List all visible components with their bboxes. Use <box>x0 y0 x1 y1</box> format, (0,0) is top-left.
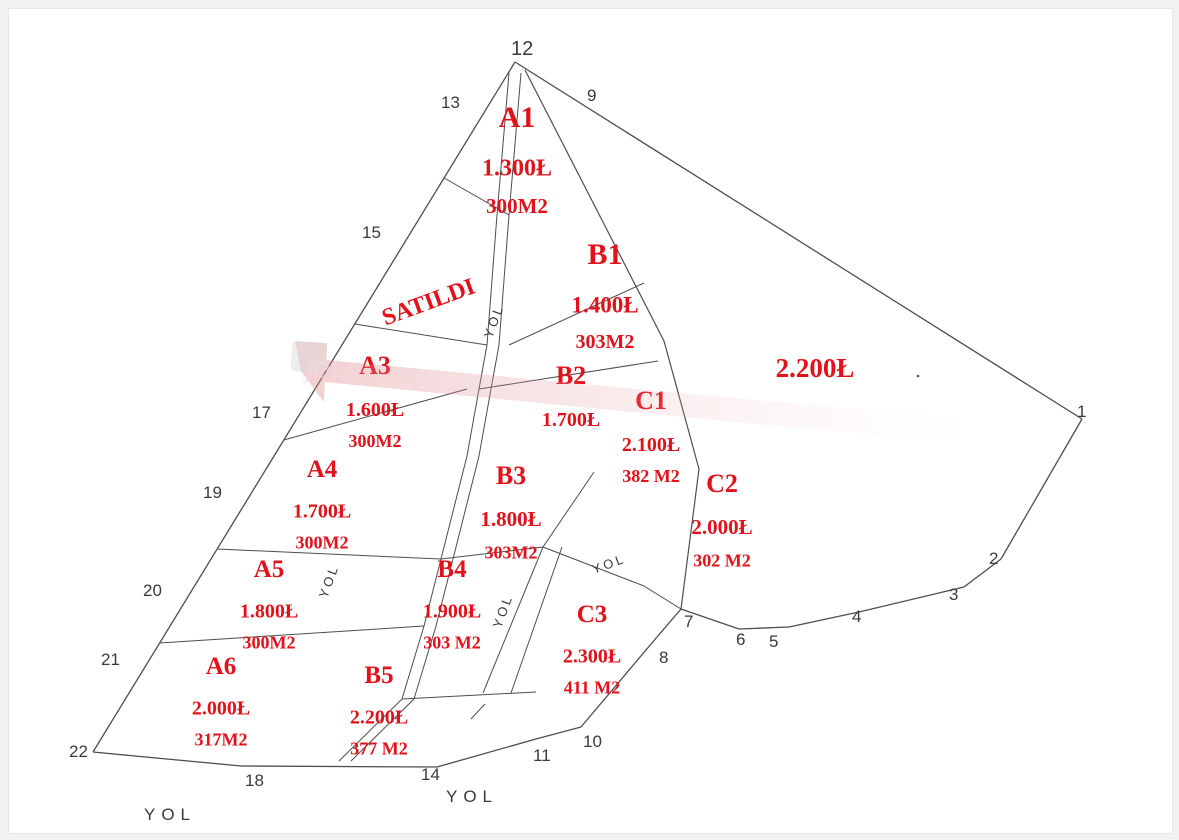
svg-text:1.800Ł: 1.800Ł <box>480 507 541 531</box>
svg-text:jet.: jet. <box>302 351 348 387</box>
svg-text:1.400Ł: 1.400Ł <box>571 293 638 318</box>
svg-text:19: 19 <box>203 483 222 502</box>
svg-text:9: 9 <box>587 86 596 105</box>
svg-text:C2: C2 <box>706 469 738 498</box>
svg-text:17: 17 <box>252 403 271 422</box>
svg-text:377 M2: 377 M2 <box>350 739 408 759</box>
svg-text:15: 15 <box>362 223 381 242</box>
svg-text:303M2: 303M2 <box>576 331 635 353</box>
svg-text:300M2: 300M2 <box>296 533 349 553</box>
svg-text:8: 8 <box>659 648 668 667</box>
svg-text:2.000Ł: 2.000Ł <box>192 698 250 720</box>
svg-text:18: 18 <box>245 771 264 790</box>
svg-text:1.900Ł: 1.900Ł <box>423 601 481 623</box>
svg-text:300M2: 300M2 <box>349 431 402 451</box>
svg-text:12: 12 <box>511 38 533 60</box>
svg-text:303M2: 303M2 <box>485 543 538 563</box>
svg-text:2: 2 <box>989 549 998 568</box>
svg-text:14: 14 <box>421 765 440 784</box>
svg-text:A1: A1 <box>499 101 536 134</box>
svg-text:13: 13 <box>441 93 460 112</box>
svg-text:B1: B1 <box>587 238 622 271</box>
svg-text:1.600Ł: 1.600Ł <box>346 399 404 421</box>
svg-text:YOL: YOL <box>316 562 342 600</box>
svg-text:3: 3 <box>949 585 958 604</box>
svg-text:2.000Ł: 2.000Ł <box>691 515 752 539</box>
svg-text:A5: A5 <box>254 556 285 583</box>
svg-text:21: 21 <box>101 650 120 669</box>
svg-text:303 M2: 303 M2 <box>423 633 481 653</box>
svg-text:300M2: 300M2 <box>486 194 548 218</box>
svg-text:YOL: YOL <box>144 805 196 824</box>
svg-text:20: 20 <box>143 581 162 600</box>
svg-text:1: 1 <box>1077 402 1086 421</box>
svg-text:4: 4 <box>852 607 861 626</box>
svg-text:411 M2: 411 M2 <box>564 678 621 698</box>
svg-text:11: 11 <box>533 746 551 765</box>
svg-text:B5: B5 <box>364 662 393 689</box>
svg-text:382 M2: 382 M2 <box>622 466 680 486</box>
svg-text:SATILDI: SATILDI <box>379 274 479 332</box>
svg-text:317M2: 317M2 <box>195 730 248 750</box>
svg-text:6: 6 <box>736 630 745 649</box>
svg-text:5: 5 <box>769 632 778 651</box>
svg-text:A6: A6 <box>206 653 237 680</box>
svg-text:300M2: 300M2 <box>243 633 296 653</box>
svg-text:C3: C3 <box>577 601 608 628</box>
svg-text:22: 22 <box>69 742 88 761</box>
svg-text:302 M2: 302 M2 <box>693 551 751 571</box>
svg-text:1.700Ł: 1.700Ł <box>293 501 351 523</box>
svg-text:2.200Ł: 2.200Ł <box>776 353 855 383</box>
svg-text:1.700Ł: 1.700Ł <box>542 409 600 431</box>
svg-text:10: 10 <box>583 732 602 751</box>
svg-text:1.800Ł: 1.800Ł <box>240 601 298 623</box>
svg-text:B4: B4 <box>437 556 467 583</box>
svg-text:1.300Ł: 1.300Ł <box>482 156 552 182</box>
svg-text:2.200Ł: 2.200Ł <box>350 707 408 729</box>
svg-text:A4: A4 <box>307 456 338 483</box>
svg-text:7: 7 <box>684 612 693 631</box>
svg-text:2.300Ł: 2.300Ł <box>563 646 621 668</box>
svg-text:YOL: YOL <box>446 787 498 806</box>
svg-text:2.100Ł: 2.100Ł <box>622 434 680 456</box>
svg-text:YOL: YOL <box>490 592 516 630</box>
svg-text:YOL: YOL <box>481 302 507 340</box>
svg-text:B3: B3 <box>496 461 526 490</box>
